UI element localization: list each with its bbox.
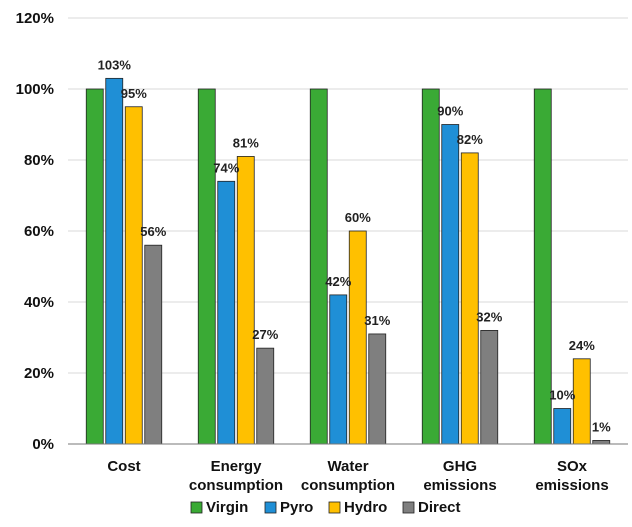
data-label: 32% xyxy=(476,309,502,324)
legend-swatch-virgin xyxy=(190,501,203,514)
data-label: 31% xyxy=(364,313,390,328)
data-label: 60% xyxy=(345,210,371,225)
category-label: Energy xyxy=(211,458,263,475)
data-label: 74% xyxy=(213,160,239,175)
bar-virgin xyxy=(85,88,104,445)
bar-hydro xyxy=(348,230,367,445)
bar-pyro xyxy=(441,124,460,445)
category-label: emissions xyxy=(423,477,496,494)
bar-hydro xyxy=(124,106,143,445)
bar-virgin xyxy=(309,88,328,445)
category-label: Cost xyxy=(107,458,140,475)
legend-swatch-pyro xyxy=(264,501,277,514)
category-labels: Cost Energy consumption Water consumption GHG… xyxy=(107,458,608,494)
legend-label: Pyro xyxy=(280,499,313,516)
bar-direct xyxy=(256,347,275,445)
data-label: 27% xyxy=(252,327,278,342)
legend-label: Hydro xyxy=(344,499,387,516)
legend-label: Direct xyxy=(418,499,461,516)
data-label: 56% xyxy=(140,224,166,239)
y-tick-label: 120% xyxy=(16,10,54,27)
data-label: 24% xyxy=(569,338,595,353)
bar-direct xyxy=(592,440,611,445)
category-label: consumption xyxy=(189,477,283,494)
data-label: 81% xyxy=(233,135,259,150)
y-tick-label: 40% xyxy=(24,294,54,311)
bar-pyro xyxy=(105,77,124,445)
bar-pyro xyxy=(329,294,348,445)
category-label: SOx xyxy=(557,458,588,475)
category-label: Water xyxy=(327,458,368,475)
bar-virgin xyxy=(197,88,216,445)
legend-swatch-hydro xyxy=(328,501,341,514)
bars xyxy=(85,77,611,445)
data-label: 90% xyxy=(437,104,463,119)
bar-hydro xyxy=(460,152,479,445)
y-tick-label: 60% xyxy=(24,223,54,240)
bar-hydro xyxy=(572,358,591,445)
data-label: 10% xyxy=(549,388,575,403)
data-label: 42% xyxy=(325,274,351,289)
bar-hydro xyxy=(236,156,255,445)
category-label: consumption xyxy=(301,477,395,494)
y-axis-ticks: 0% 20% 40% 60% 80% 100% 120% xyxy=(16,10,54,453)
bar-direct xyxy=(480,329,499,445)
data-label: 82% xyxy=(457,132,483,147)
y-tick-label: 0% xyxy=(32,436,54,453)
data-labels: 103% 95% 56% 74% 81% 27% 42% 60% 31% 90% 82% 32% 10%… xyxy=(98,57,611,434)
category-label: emissions xyxy=(535,477,608,494)
legend-swatch-direct xyxy=(402,501,415,514)
bar-direct xyxy=(368,333,387,445)
data-label: 103% xyxy=(98,57,132,72)
data-label: 1% xyxy=(592,419,611,434)
bar-pyro xyxy=(217,180,236,445)
y-tick-label: 20% xyxy=(24,365,54,382)
y-tick-label: 80% xyxy=(24,152,54,169)
legend-label: Virgin xyxy=(206,499,248,516)
bar-direct xyxy=(144,244,163,445)
legend: Virgin Pyro Hydro Direct xyxy=(190,499,461,516)
bar-virgin xyxy=(421,88,440,445)
category-label: GHG xyxy=(443,458,477,475)
y-tick-label: 100% xyxy=(16,81,54,98)
data-label: 95% xyxy=(121,86,147,101)
bar-pyro xyxy=(553,408,572,445)
